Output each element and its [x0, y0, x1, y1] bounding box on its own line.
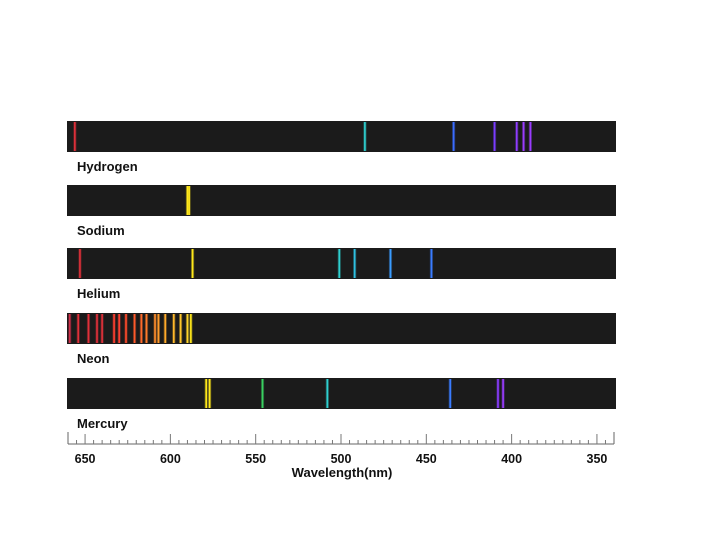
emission-line	[449, 379, 451, 408]
emission-line	[186, 186, 189, 215]
emission-line	[125, 314, 127, 343]
emission-line	[118, 314, 120, 343]
tick-label: 400	[501, 452, 522, 466]
emission-line	[522, 122, 525, 151]
tick-label: 500	[331, 452, 352, 466]
emission-line	[87, 314, 90, 343]
tick-label: 550	[245, 452, 266, 466]
emission-line	[208, 379, 211, 408]
emission-line	[430, 249, 433, 278]
emission-line	[157, 314, 160, 343]
emission-line	[191, 249, 194, 278]
emission-line	[179, 314, 182, 343]
spectrum-label: Sodium	[77, 223, 125, 238]
emission-line	[353, 249, 356, 278]
emission-line	[79, 249, 81, 278]
emission-line	[74, 122, 76, 151]
spectrum-label: Neon	[77, 351, 110, 366]
tick-label: 650	[75, 452, 96, 466]
axis-title: Wavelength(nm)	[292, 465, 393, 480]
spectrum-sodium: Sodium	[67, 185, 616, 238]
spectrum-label: Hydrogen	[77, 159, 138, 174]
emission-line	[261, 379, 264, 408]
wavelength-axis: 650 600 550 500 450 400 350 Wavelength(nm)	[67, 432, 615, 480]
emission-line	[188, 186, 190, 215]
emission-line	[172, 314, 175, 343]
emission-line	[452, 122, 455, 151]
spectrum-helium: Helium	[67, 248, 616, 301]
emission-line	[145, 314, 148, 343]
emission-line	[493, 122, 496, 151]
emission-line	[164, 314, 167, 343]
tick-label: 600	[160, 452, 181, 466]
emission-line	[96, 314, 98, 343]
spectra-strips: Hydrogen Sodium Helium Neon Mercury	[67, 121, 616, 431]
spectrum-mercury: Mercury	[67, 378, 616, 431]
spectrum-strip	[67, 121, 616, 152]
emission-line	[113, 314, 115, 343]
emission-line	[338, 249, 341, 278]
emission-line	[502, 379, 504, 408]
emission-line	[77, 314, 80, 343]
emission-line	[133, 314, 136, 343]
spectrum-strip	[67, 313, 616, 344]
emission-line	[364, 122, 366, 151]
axis-ticks: 650 600 550 500 450 400 350	[75, 434, 608, 466]
emission-line	[101, 314, 103, 343]
emission-line	[140, 314, 143, 343]
emission-line	[154, 314, 156, 343]
emission-line	[515, 122, 518, 151]
emission-line	[326, 379, 329, 408]
tick-label: 450	[416, 452, 437, 466]
spectrum-label: Helium	[77, 286, 120, 301]
emission-line	[205, 379, 208, 408]
spectrum-label: Mercury	[77, 416, 128, 431]
spectrum-hydrogen: Hydrogen	[67, 121, 616, 174]
emission-line	[529, 122, 532, 151]
tick-label: 350	[587, 452, 608, 466]
spectrum-strip	[67, 378, 616, 409]
emission-line	[389, 249, 392, 278]
spectrum-neon: Neon	[67, 313, 616, 366]
spectrum-strip	[67, 248, 616, 279]
emission-line	[68, 314, 71, 343]
emission-line	[190, 314, 192, 343]
spectrum-strip	[67, 185, 616, 216]
emission-line	[497, 379, 499, 408]
emission-line	[186, 314, 189, 343]
